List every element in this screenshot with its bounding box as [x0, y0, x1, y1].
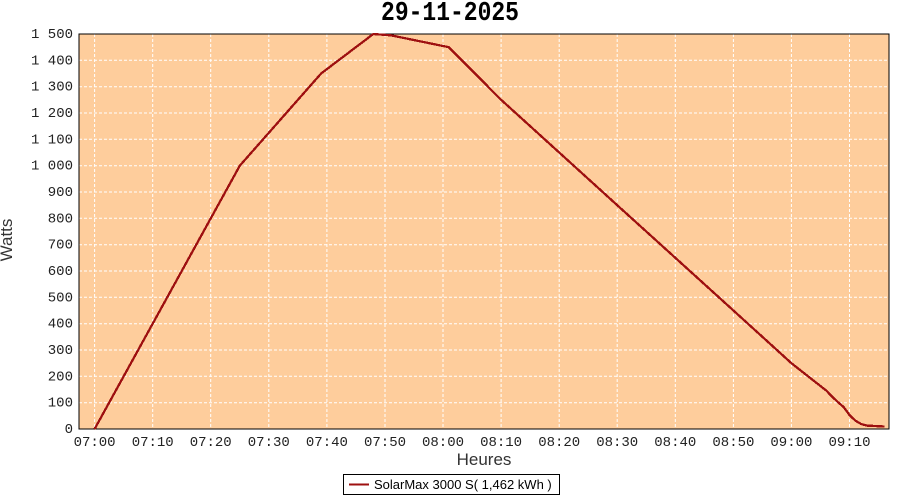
svg-text:400: 400 [48, 317, 73, 333]
svg-text:1 500: 1 500 [31, 27, 73, 43]
svg-text:1 100: 1 100 [31, 132, 73, 148]
svg-text:08:40: 08:40 [654, 435, 696, 451]
svg-text:08:20: 08:20 [538, 435, 580, 451]
svg-text:100: 100 [48, 396, 73, 412]
svg-text:300: 300 [48, 343, 73, 359]
svg-text:SolarMax 3000 S( 1,462 kWh ): SolarMax 3000 S( 1,462 kWh ) [374, 477, 552, 492]
svg-text:29-11-2025: 29-11-2025 [381, 0, 519, 29]
svg-text:1 400: 1 400 [31, 53, 73, 69]
svg-text:08:50: 08:50 [712, 435, 754, 451]
svg-text:08:10: 08:10 [480, 435, 522, 451]
svg-text:800: 800 [48, 211, 73, 227]
svg-text:07:10: 07:10 [132, 435, 174, 451]
svg-text:Heures: Heures [457, 450, 512, 469]
svg-text:1 200: 1 200 [31, 106, 73, 122]
svg-text:09:00: 09:00 [770, 435, 812, 451]
svg-text:07:40: 07:40 [306, 435, 348, 451]
svg-text:1 000: 1 000 [31, 159, 73, 175]
svg-text:0: 0 [65, 422, 73, 438]
svg-text:700: 700 [48, 238, 73, 254]
svg-text:1 300: 1 300 [31, 80, 73, 96]
svg-text:200: 200 [48, 369, 73, 385]
svg-text:07:20: 07:20 [190, 435, 232, 451]
svg-text:900: 900 [48, 185, 73, 201]
svg-text:07:00: 07:00 [74, 435, 116, 451]
svg-text:07:30: 07:30 [248, 435, 290, 451]
svg-text:08:30: 08:30 [596, 435, 638, 451]
svg-text:07:50: 07:50 [364, 435, 406, 451]
svg-text:08:00: 08:00 [422, 435, 464, 451]
svg-text:500: 500 [48, 290, 73, 306]
svg-text:Watts: Watts [0, 219, 16, 262]
svg-text:600: 600 [48, 264, 73, 280]
svg-text:09:10: 09:10 [828, 435, 870, 451]
